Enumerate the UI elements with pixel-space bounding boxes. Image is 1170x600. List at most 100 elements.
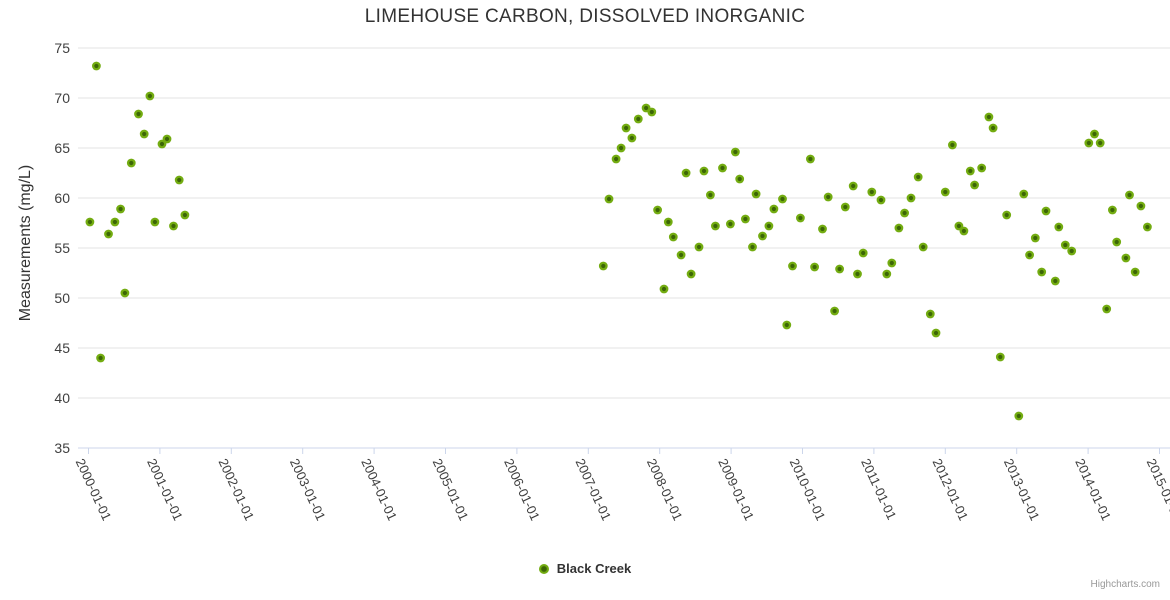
data-point-core (908, 195, 914, 201)
x-axis-label: 2007-01-01 (573, 456, 615, 523)
y-axis-label: 35 (54, 440, 70, 456)
x-axis-label: 2010-01-01 (787, 456, 829, 523)
data-point-core (142, 131, 147, 137)
x-axis-label: 2006-01-01 (501, 456, 543, 523)
data-point-core (1033, 235, 1038, 241)
data-point-core (1043, 208, 1049, 214)
data-point-core (766, 223, 772, 229)
legend-label: Black Creek (556, 561, 632, 576)
data-point-core (837, 266, 842, 272)
data-point-core (671, 234, 676, 240)
data-point-core (998, 354, 1003, 360)
data-point-core (713, 223, 718, 229)
data-point-core (889, 260, 894, 266)
data-point-core (1145, 224, 1150, 230)
data-point-core (979, 165, 984, 171)
data-point-core (933, 330, 939, 336)
data-point-core (1104, 306, 1109, 312)
data-point-core (956, 223, 962, 229)
x-axis-label: 2015-01-01 (1144, 456, 1170, 523)
data-point-core (861, 250, 866, 256)
data-point-core (1133, 269, 1138, 275)
x-axis-label: 2005-01-01 (430, 456, 472, 523)
data-point-core (808, 156, 813, 162)
data-point-core (832, 308, 837, 314)
data-point-core (820, 226, 825, 232)
data-point-core (972, 182, 977, 188)
data-point-core (619, 145, 624, 151)
data-point-core (902, 210, 907, 216)
data-point-core (733, 149, 738, 155)
data-point-core (684, 170, 689, 176)
x-axis-label: 2013-01-01 (1001, 456, 1043, 523)
data-point-core (884, 271, 889, 277)
highcharts-credit-link[interactable]: Highcharts.com (1090, 579, 1160, 590)
data-point-core (164, 136, 170, 142)
chart-title: LIMEHOUSE CARBON, DISSOLVED INORGANIC (364, 6, 806, 27)
x-axis-label: 2000-01-01 (73, 456, 115, 523)
data-point-core (1021, 191, 1026, 197)
data-point-core (855, 271, 860, 277)
data-point-core (843, 204, 848, 210)
data-point-core (1092, 131, 1097, 137)
x-axis-label: 2003-01-01 (287, 456, 329, 523)
data-point-core (986, 114, 992, 120)
data-point-core (614, 156, 619, 162)
data-point-core (851, 183, 856, 189)
data-point-core (636, 116, 641, 122)
data-point-core (679, 252, 684, 258)
data-point-core (655, 207, 660, 213)
data-point-core (644, 105, 649, 111)
data-point-core (1056, 224, 1061, 230)
data-point-core (784, 322, 789, 328)
y-axis-label: 40 (54, 390, 70, 406)
data-point-core (812, 264, 817, 270)
data-point-core (1138, 203, 1143, 209)
data-point-core (94, 63, 99, 69)
data-point-core (780, 196, 785, 202)
data-point-core (968, 168, 973, 174)
data-point-core (991, 125, 996, 131)
x-axis-label: 2014-01-01 (1072, 456, 1114, 523)
y-axis-label: 60 (54, 190, 70, 206)
data-point-core (624, 125, 629, 131)
y-axis-label: 50 (54, 290, 70, 306)
data-point-core (701, 168, 707, 174)
x-axis-label: 2001-01-01 (144, 456, 186, 523)
data-point-core (1004, 212, 1009, 218)
y-axis-label: 75 (54, 40, 70, 56)
x-axis-label: 2008-01-01 (644, 456, 686, 523)
data-point-core (737, 176, 742, 182)
data-point-core (754, 191, 759, 197)
data-point-core (87, 219, 92, 225)
legend-item-black-creek[interactable]: Black Creek (538, 561, 632, 576)
data-point-core (720, 165, 725, 171)
data-point-core (152, 219, 157, 225)
data-point-core (896, 225, 902, 231)
data-point-core (928, 311, 933, 317)
data-point-core (760, 233, 765, 239)
data-point-core (826, 194, 831, 200)
data-point-core (1127, 192, 1132, 198)
data-point-core (708, 192, 713, 198)
x-axis-label: 2012-01-01 (930, 456, 972, 523)
data-point-core (750, 244, 755, 250)
data-point-core (696, 244, 702, 250)
data-point-core (112, 219, 117, 225)
data-point-core (601, 263, 606, 269)
data-point-core (649, 109, 654, 115)
data-points-group (85, 61, 1152, 421)
data-point-core (1098, 140, 1103, 146)
data-point-core (1063, 242, 1068, 248)
data-point-core (961, 228, 967, 234)
data-point-core (728, 221, 733, 227)
data-point-core (689, 271, 694, 277)
data-point-core (1114, 239, 1119, 245)
data-point-core (943, 189, 948, 195)
legend-marker-icon (538, 563, 549, 574)
data-point-core (916, 174, 921, 180)
x-axis-label: 2009-01-01 (715, 456, 757, 523)
data-point-core (171, 223, 176, 229)
x-axis-label: 2002-01-01 (216, 456, 258, 523)
